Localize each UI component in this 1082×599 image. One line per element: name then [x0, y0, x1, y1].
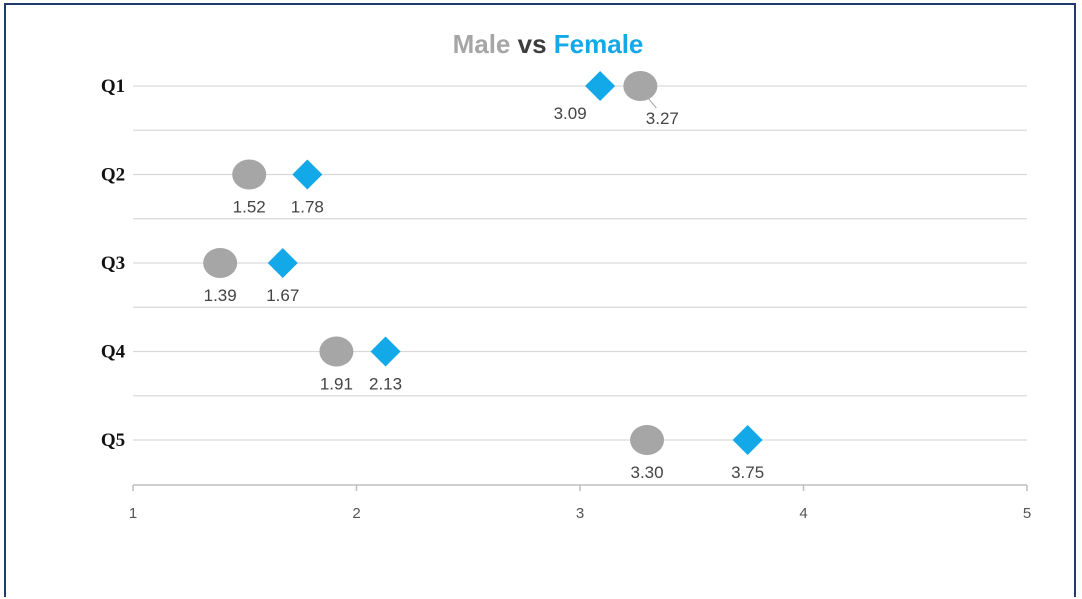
- data-label: 3.75: [731, 463, 764, 482]
- category-label: Q5: [101, 430, 125, 451]
- data-labels: 3.27 1.52 1.39 1.91 3.30 3.09 1.78 1.67 2.13 3.75: [204, 95, 764, 482]
- male-point: [630, 425, 665, 455]
- female-point: [732, 425, 763, 455]
- chart-title: Male vs Female: [453, 29, 644, 59]
- data-label: 1.52: [233, 198, 266, 217]
- data-label: 1.67: [266, 286, 299, 305]
- female-point: [267, 248, 298, 278]
- male-point: [623, 71, 658, 101]
- gridlines: [133, 85, 1027, 441]
- data-label: 3.27: [646, 109, 679, 128]
- data-label: 1.91: [320, 375, 353, 394]
- male-point: [203, 248, 238, 278]
- data-marks: [203, 71, 763, 455]
- category-label: Q4: [101, 342, 126, 363]
- data-label: 2.13: [369, 375, 402, 394]
- x-tick-label: 1: [129, 505, 137, 522]
- title-male: Male: [453, 29, 511, 59]
- female-point: [370, 336, 401, 367]
- female-point: [292, 159, 323, 190]
- x-axis: 1 2 3 4 5: [129, 484, 1031, 522]
- data-label: 3.30: [631, 463, 664, 482]
- label-leader: [645, 95, 657, 109]
- female-point: [585, 71, 616, 101]
- title-vs: vs: [510, 29, 553, 59]
- category-label: Q1: [101, 76, 125, 97]
- male-point: [232, 159, 267, 190]
- data-label: 1.78: [291, 198, 324, 217]
- x-tick-label: 2: [352, 505, 360, 522]
- chart-frame: [4, 3, 1076, 597]
- category-label: Q2: [101, 165, 125, 186]
- category-labels: Q1 Q2 Q3 Q4 Q5: [101, 76, 126, 451]
- x-tick-label: 3: [576, 505, 584, 522]
- title-female: Female: [554, 29, 644, 59]
- data-label: 3.09: [554, 104, 587, 123]
- category-label: Q3: [101, 253, 125, 274]
- male-point: [319, 336, 354, 367]
- data-label: 1.39: [204, 286, 237, 305]
- x-tick-label: 5: [1023, 505, 1031, 522]
- x-tick-label: 4: [799, 505, 807, 522]
